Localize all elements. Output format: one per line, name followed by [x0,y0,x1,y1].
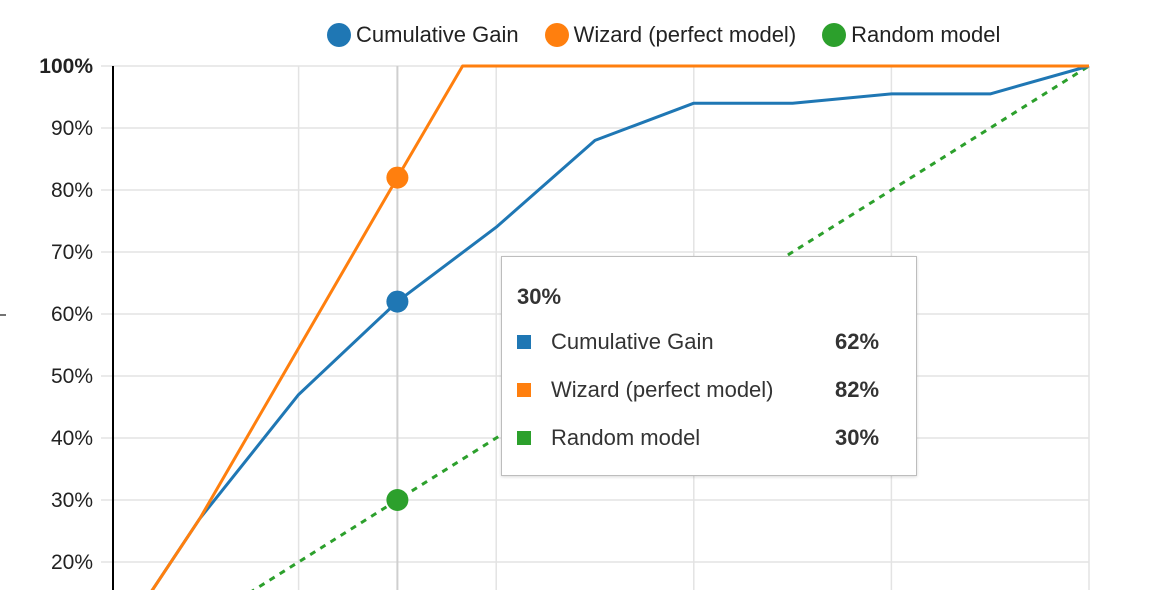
tooltip-row-wizard: Wizard (perfect model) 82% [517,377,879,403]
chart-legend: Cumulative Gain Wizard (perfect model) R… [327,22,1026,48]
tooltip-row-random-model: Random model 30% [517,425,879,451]
tooltip-swatch-random-model [517,431,531,445]
legend-dot-wizard [544,23,569,47]
tooltip-swatch-wizard [517,383,531,397]
tooltip-label-random-model: Random model [551,425,701,450]
tooltip-title: 30% [517,284,562,309]
series-line-wizard-perfect-model [149,64,1089,594]
y-tick-label: 70% [51,241,93,264]
tooltip-row-cumulative-gain: Cumulative Gain 62% [517,329,879,355]
tooltip-swatch-cumulative-gain [517,335,531,349]
legend-item-wizard[interactable]: Wizard (perfect model) [544,22,797,48]
hover-point-cumulative-gain [386,290,409,313]
legend-label-cumulative-gain: Cumulative Gain [356,22,519,47]
hover-point-wizard-perfect-model [386,166,409,189]
legend-item-cumulative-gain[interactable]: Cumulative Gain [327,22,519,48]
axis-layer: 100% 90% 80% 70% 60% 50% 40% 30% 20% [0,55,114,595]
legend-item-random-model[interactable]: Random model [822,22,1000,48]
y-tick-label: 60% [51,303,93,326]
tooltip-value-random-model: 30% [835,425,880,450]
hover-layer [386,66,409,595]
tooltip-value-cumulative-gain: 62% [835,329,880,354]
y-tick-label: 50% [51,365,93,388]
y-tick-label: 20% [51,551,93,574]
y-tick-label: 30% [51,489,93,512]
y-tick-label: 80% [51,179,93,202]
tooltip-label-cumulative-gain: Cumulative Gain [551,329,714,354]
chart-tooltip: 30% Cumulative Gain 62% Wizard (perfect … [501,256,917,476]
legend-dot-random-model [822,23,847,47]
tooltip-label-wizard: Wizard (perfect model) [551,377,774,402]
y-tick-label: 40% [51,427,93,450]
legend-dot-cumulative-gain [327,23,351,47]
hover-point-random-model [386,489,409,511]
series-line-cumulative-gain [149,64,1090,594]
y-tick-label: 100% [39,55,93,78]
legend-label-random-model: Random model [851,22,1001,47]
tooltip-value-wizard: 82% [835,377,880,402]
legend-label-wizard: Wizard (perfect model) [573,22,797,47]
y-tick-label: 90% [51,117,93,140]
